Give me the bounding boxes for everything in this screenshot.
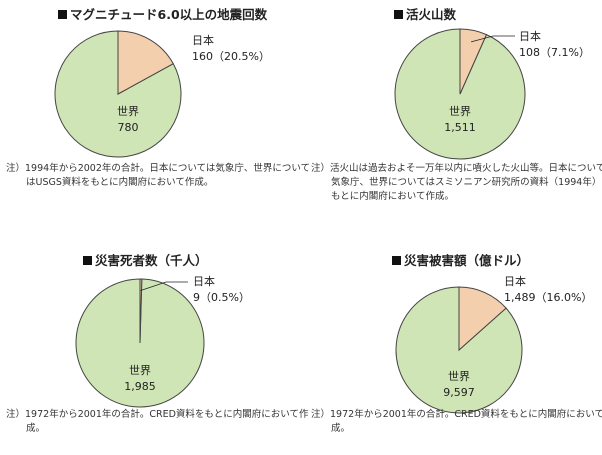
leader-line [140,281,188,291]
square-bullet-icon [392,256,401,265]
chart-title: 災害被害額（億ドル） [392,250,529,269]
slice-value-world: 1,511 [444,121,476,134]
slice-label-world: 世界 [448,370,470,383]
slice-value-world: 1,985 [124,380,156,393]
pie-slice-japan [459,28,488,95]
slice-value-japan: 108（7.1%） [519,46,590,59]
slice-label-japan: 日本 [192,33,214,47]
slice-value-japan: 9（0.5%） [193,291,250,304]
chart-title: マグニチュード6.0以上の地震回数 [58,4,267,23]
slice-label-japan: 日本 [193,274,215,288]
slice-value-japan: 1,489（16.0%） [504,291,592,304]
chart-note: 注）1972年から2001年の合計。CRED資料をもとに内閣府において作成。 [311,409,602,434]
square-bullet-icon [83,256,92,265]
pie-slice-world [394,28,526,160]
slice-value-world: 780 [118,121,139,134]
chart-panel-earthquakes: マグニチュード6.0以上の地震回数 日本 160（20.5%） 世界 780 注）19… [0,0,310,227]
pie-chart: 日本 1,489（16.0%） 世界 9,597 [395,274,592,414]
square-bullet-icon [58,10,67,19]
chart-title: 災害死者数（千人） [83,250,208,269]
slice-label-japan: 日本 [519,29,541,43]
chart-note: 注）1994年から2002年の合計。日本については気象庁、世界についてはUSGS… [6,163,311,188]
chart-panel-deaths: 災害死者数（千人） 日本 9（0.5%） 世界 1,985 注）1972年から2001… [0,228,308,455]
chart-title: 活火山数 [394,4,456,23]
chart-note: 注）活火山は過去およそ一万年以内に噴火した火山等。日本については気象庁、世界につ… [311,163,602,202]
chart-panel-damage: 災害被害額（億ドル） 日本 1,489（16.0%） 世界 9,597 注）1972年… [301,228,602,455]
pie-chart: 日本 160（20.5%） 世界 780 [54,30,270,158]
leader-line [470,35,515,43]
slice-value-japan: 160（20.5%） [192,50,270,63]
pie-chart: 日本 9（0.5%） 世界 1,985 [75,274,250,408]
slice-label-world: 世界 [117,105,139,118]
pie-slice-japan [139,278,143,344]
slice-label-world: 世界 [449,105,471,118]
chart-panel-volcanoes: 活火山数 日本 108（7.1%） 世界 1,511 注）活火山は過去およそ一万年以内… [301,0,602,227]
slice-label-japan: 日本 [504,274,526,288]
slice-label-world: 世界 [129,364,151,377]
pie-slice-japan [458,286,507,352]
pie-slice-japan [117,30,174,95]
chart-note: 注）1972年から2001年の合計。CRED資料をもとに内閣府において作成。 [6,409,309,434]
pie-chart: 日本 108（7.1%） 世界 1,511 [394,28,590,160]
square-bullet-icon [394,10,403,19]
slice-value-world: 9,597 [443,386,475,399]
